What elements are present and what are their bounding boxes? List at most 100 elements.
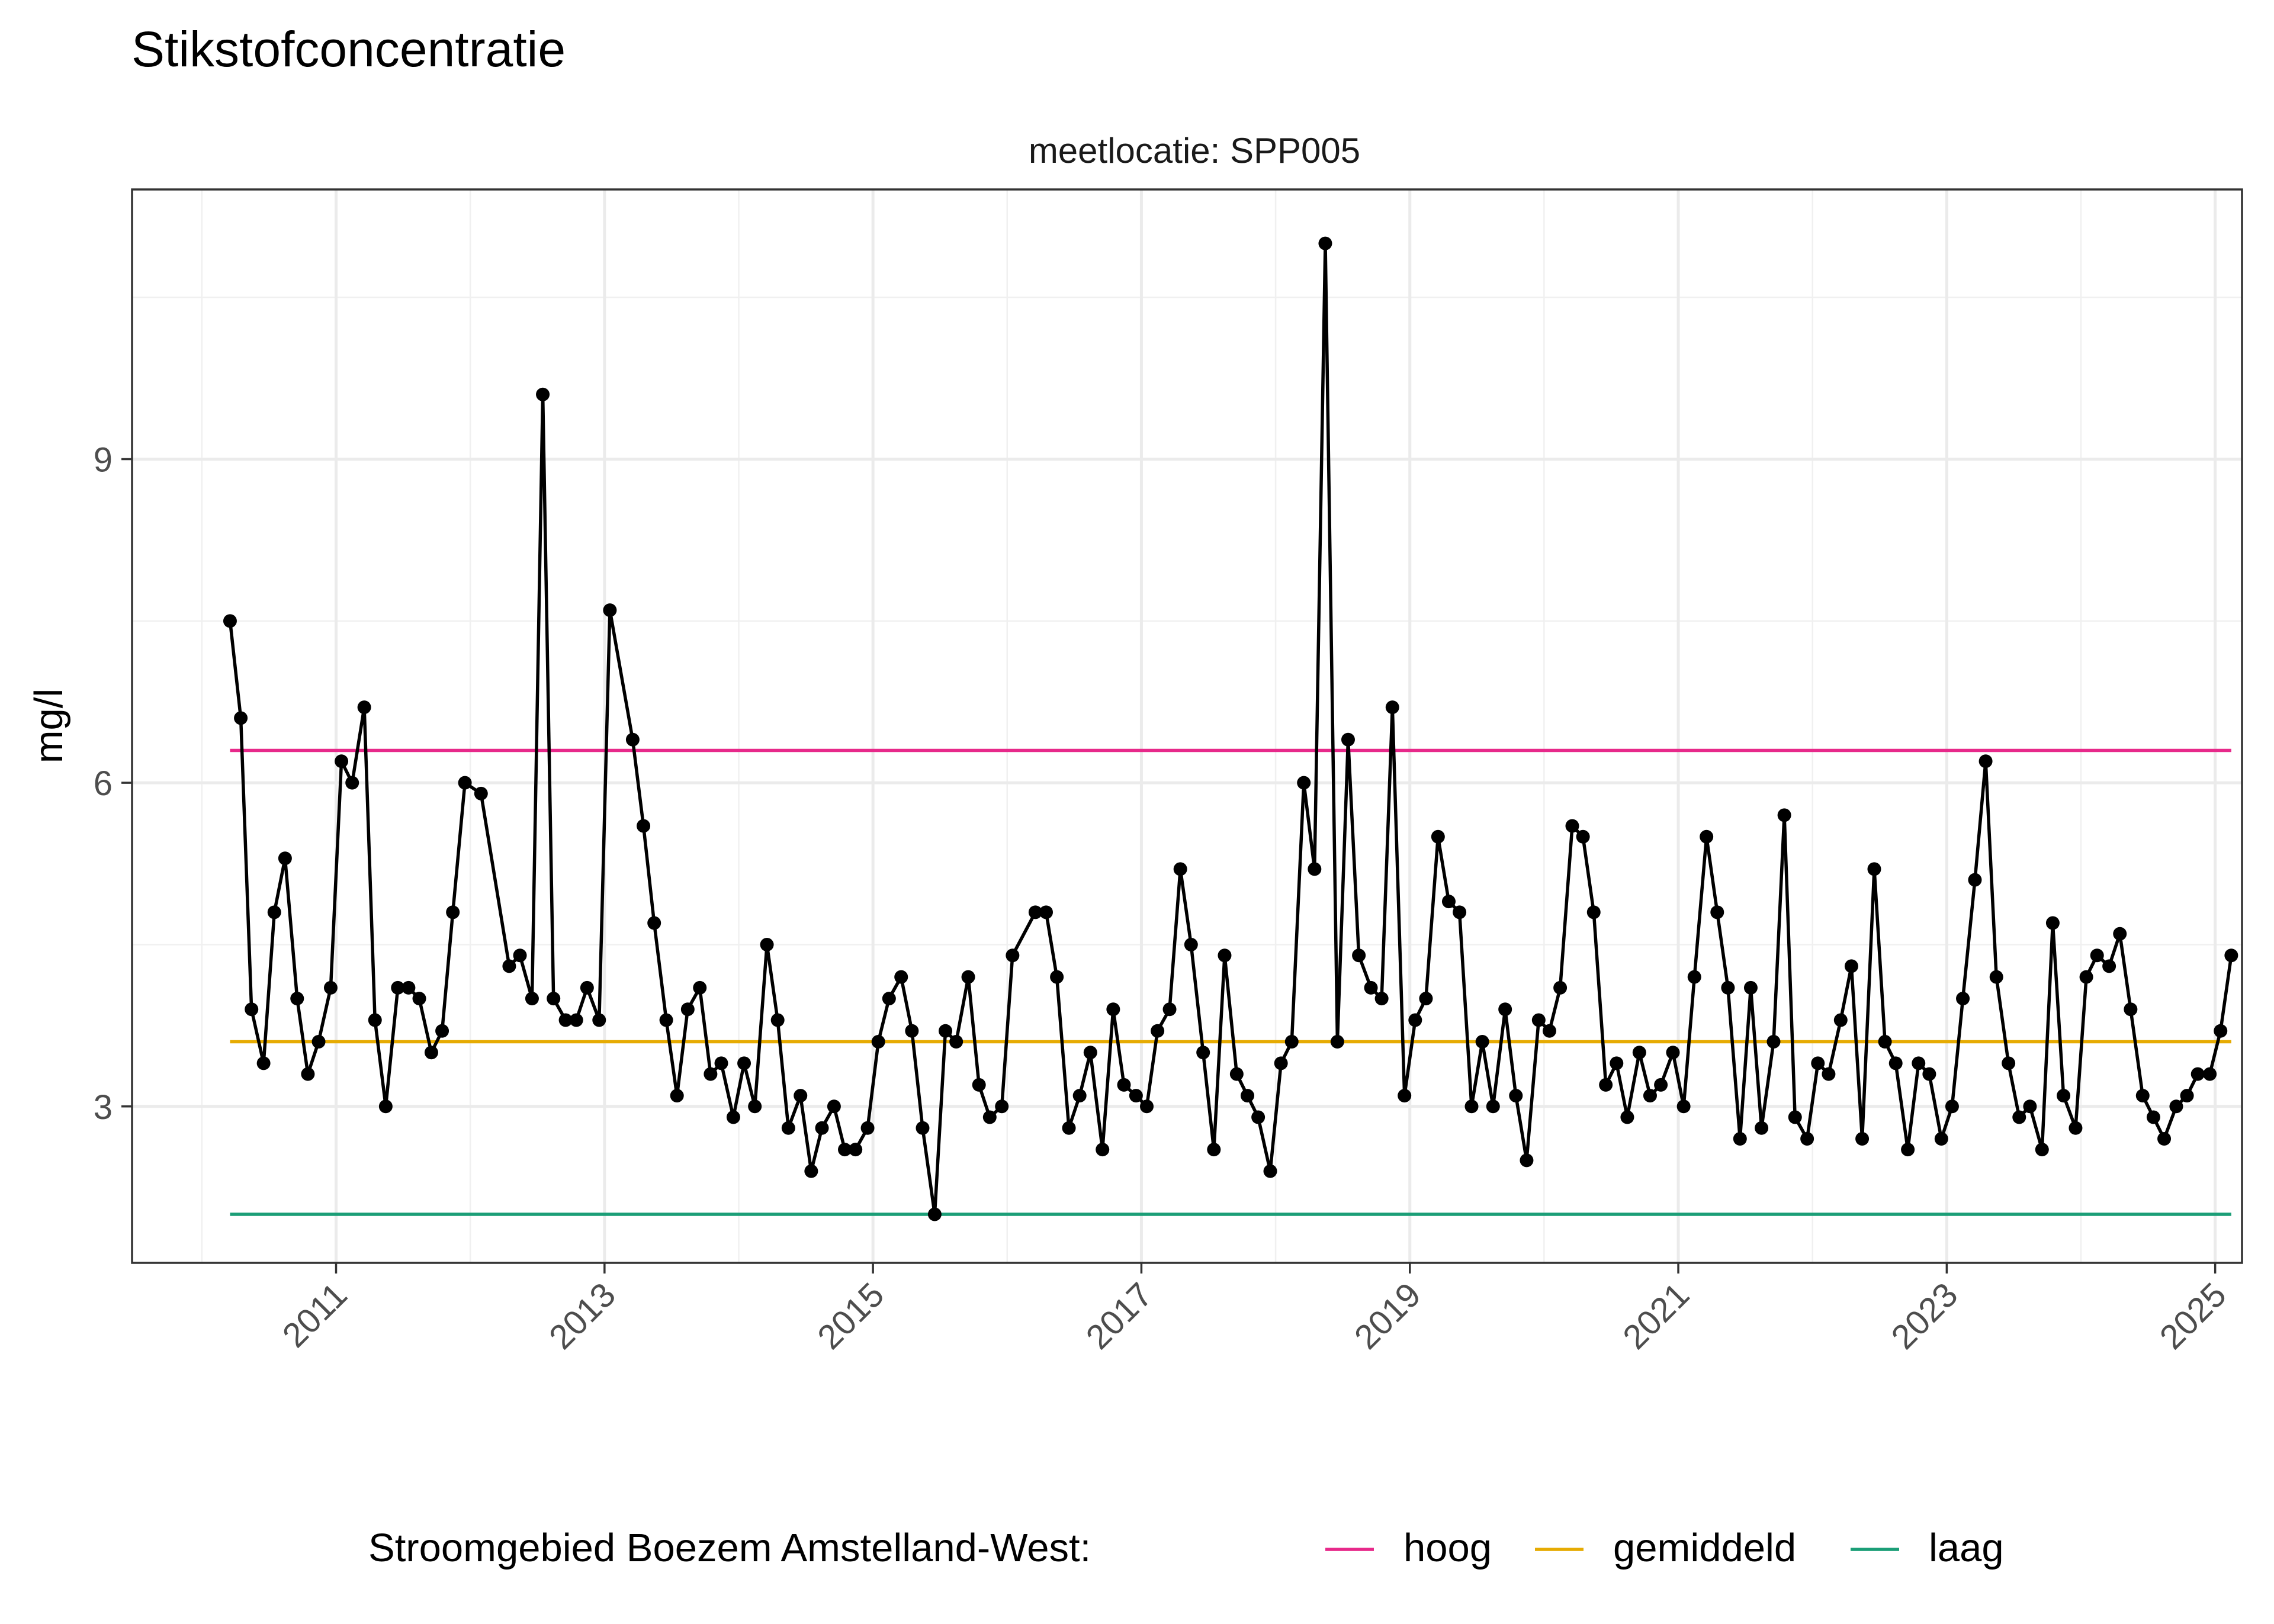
data-point-135 xyxy=(1777,808,1791,822)
data-point-43 xyxy=(737,1056,751,1070)
data-point-36 xyxy=(659,1013,673,1027)
legend-label-hoog: hoog xyxy=(1403,1526,1492,1570)
legend-label-laag: laag xyxy=(1929,1526,2004,1570)
facet-label: meetlocatie: SPP005 xyxy=(1029,131,1360,171)
data-point-21 xyxy=(458,776,472,790)
data-point-171 xyxy=(2180,1089,2194,1103)
data-point-115 xyxy=(1553,980,1568,995)
data-point-147 xyxy=(1912,1056,1926,1070)
data-point-112 xyxy=(1520,1153,1534,1168)
y-axis: 3 6 9 xyxy=(94,441,132,1127)
data-point-80 xyxy=(1162,1002,1177,1017)
data-point-106 xyxy=(1453,905,1467,919)
data-point-3 xyxy=(256,1056,271,1070)
data-point-109 xyxy=(1486,1099,1500,1114)
data-point-128 xyxy=(1700,829,1714,844)
data-point-60 xyxy=(927,1207,942,1221)
data-point-62 xyxy=(949,1034,963,1049)
y-tick-label-0: 3 xyxy=(94,1088,113,1127)
data-point-74 xyxy=(1096,1143,1110,1157)
x-tick-label-5: 2021 xyxy=(1615,1275,1697,1356)
data-point-102 xyxy=(1408,1013,1422,1027)
data-point-165 xyxy=(2113,927,2127,941)
data-point-150 xyxy=(1945,1099,1959,1114)
data-point-168 xyxy=(2146,1110,2160,1124)
data-point-27 xyxy=(547,992,561,1006)
data-points xyxy=(223,236,2238,1221)
data-point-52 xyxy=(838,1143,852,1157)
data-point-49 xyxy=(804,1164,818,1178)
data-point-91 xyxy=(1284,1034,1299,1049)
data-point-66 xyxy=(995,1099,1009,1114)
data-point-2 xyxy=(245,1002,259,1017)
data-point-77 xyxy=(1129,1089,1143,1103)
data-point-163 xyxy=(2090,948,2104,963)
data-point-133 xyxy=(1755,1121,1769,1135)
data-point-124 xyxy=(1654,1078,1668,1092)
data-point-69 xyxy=(1039,905,1054,919)
data-point-125 xyxy=(1666,1046,1680,1060)
data-point-25 xyxy=(525,992,539,1006)
data-point-18 xyxy=(424,1046,438,1060)
data-point-158 xyxy=(2035,1143,2049,1157)
data-point-50 xyxy=(815,1121,829,1135)
data-point-71 xyxy=(1062,1121,1076,1135)
data-point-120 xyxy=(1610,1056,1624,1070)
data-point-151 xyxy=(1956,992,1970,1006)
plot-panel xyxy=(131,188,2243,1264)
data-point-84 xyxy=(1207,1143,1221,1157)
data-point-159 xyxy=(2045,916,2060,930)
data-point-73 xyxy=(1083,1046,1097,1060)
data-point-160 xyxy=(2057,1089,2071,1103)
data-point-59 xyxy=(916,1121,930,1135)
x-tick-label-7: 2025 xyxy=(2153,1275,2234,1356)
data-point-48 xyxy=(794,1089,808,1103)
data-point-64 xyxy=(972,1078,986,1092)
data-point-101 xyxy=(1398,1089,1412,1103)
x-tick-label-4: 2019 xyxy=(1347,1275,1428,1356)
data-point-96 xyxy=(1341,732,1355,747)
data-point-129 xyxy=(1710,905,1724,919)
data-point-46 xyxy=(770,1013,785,1027)
y-axis-title: mg/l xyxy=(27,689,71,764)
data-point-90 xyxy=(1274,1056,1288,1070)
y-tick-label-2: 9 xyxy=(94,441,113,480)
data-point-4 xyxy=(267,905,281,919)
data-point-99 xyxy=(1374,992,1389,1006)
data-point-107 xyxy=(1464,1099,1479,1114)
data-point-61 xyxy=(939,1024,953,1038)
data-point-6 xyxy=(290,992,304,1006)
data-point-12 xyxy=(357,700,371,715)
data-point-132 xyxy=(1743,980,1758,995)
data-point-15 xyxy=(391,980,405,995)
data-point-139 xyxy=(1822,1067,1836,1081)
data-point-157 xyxy=(2023,1099,2037,1114)
data-point-122 xyxy=(1632,1046,1646,1060)
data-point-16 xyxy=(402,980,416,995)
data-point-121 xyxy=(1620,1110,1634,1124)
data-point-41 xyxy=(714,1056,728,1070)
reference-lines xyxy=(230,748,2231,1216)
data-point-65 xyxy=(982,1110,997,1124)
data-point-142 xyxy=(1855,1131,1870,1146)
data-point-174 xyxy=(2214,1024,2228,1038)
data-point-56 xyxy=(882,992,896,1006)
data-point-5 xyxy=(278,851,292,866)
data-point-22 xyxy=(474,786,488,800)
grid-major xyxy=(132,189,2242,1263)
data-point-39 xyxy=(693,980,707,995)
data-point-156 xyxy=(2012,1110,2026,1124)
data-point-97 xyxy=(1352,948,1366,963)
data-point-31 xyxy=(592,1013,606,1027)
data-point-123 xyxy=(1643,1089,1657,1103)
data-point-68 xyxy=(1028,905,1042,919)
data-point-149 xyxy=(1934,1131,1948,1146)
data-point-162 xyxy=(2079,970,2093,984)
data-point-78 xyxy=(1140,1099,1154,1114)
data-point-20 xyxy=(446,905,460,919)
data-point-127 xyxy=(1687,970,1701,984)
x-tick-label-2: 2015 xyxy=(810,1275,891,1356)
data-point-72 xyxy=(1072,1089,1087,1103)
data-point-54 xyxy=(860,1121,875,1135)
